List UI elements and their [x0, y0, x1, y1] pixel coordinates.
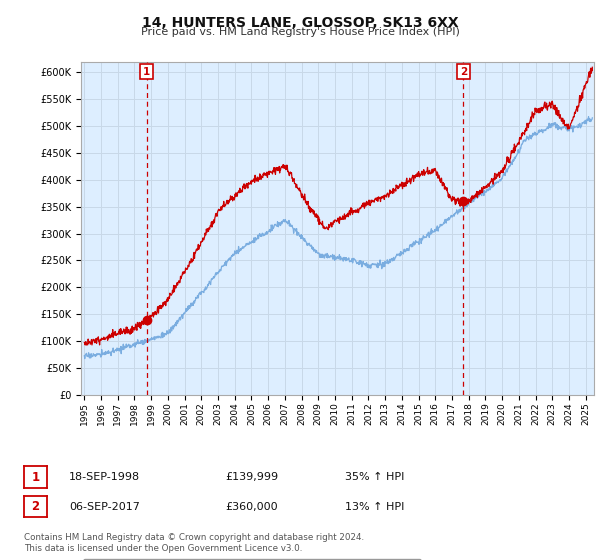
Text: 14, HUNTERS LANE, GLOSSOP, SK13 6XX: 14, HUNTERS LANE, GLOSSOP, SK13 6XX	[142, 16, 458, 30]
Text: £360,000: £360,000	[225, 502, 278, 512]
Text: Price paid vs. HM Land Registry's House Price Index (HPI): Price paid vs. HM Land Registry's House …	[140, 27, 460, 37]
Text: 2: 2	[460, 67, 467, 77]
Text: 1: 1	[31, 470, 40, 484]
Text: 13% ↑ HPI: 13% ↑ HPI	[345, 502, 404, 512]
Text: 35% ↑ HPI: 35% ↑ HPI	[345, 472, 404, 482]
Text: 06-SEP-2017: 06-SEP-2017	[69, 502, 140, 512]
Text: 2: 2	[31, 500, 40, 514]
Text: Contains HM Land Registry data © Crown copyright and database right 2024.
This d: Contains HM Land Registry data © Crown c…	[24, 533, 364, 553]
Text: 1: 1	[143, 67, 150, 77]
Text: 18-SEP-1998: 18-SEP-1998	[69, 472, 140, 482]
Text: £139,999: £139,999	[225, 472, 278, 482]
Legend: 14, HUNTERS LANE, GLOSSOP, SK13 6XX (detached house), HPI: Average price, detach: 14, HUNTERS LANE, GLOSSOP, SK13 6XX (det…	[83, 559, 421, 560]
